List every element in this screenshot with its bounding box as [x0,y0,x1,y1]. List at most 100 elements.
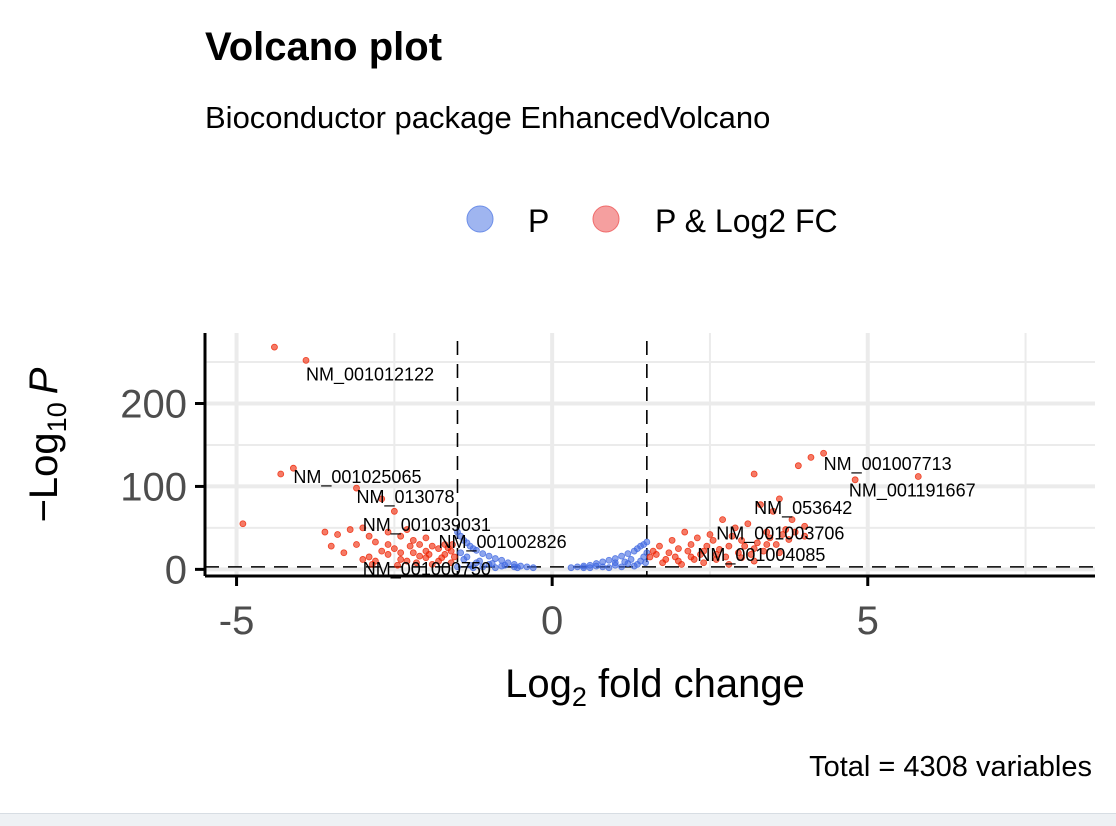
point-label: NM_001004085 [697,545,825,566]
point-p-and-log2fc [741,542,749,550]
point-p-and-log2fc [753,539,761,547]
point-p-and-log2fc [703,542,711,550]
point-p-and-log2fc [671,553,679,561]
point-p-and-log2fc [365,553,373,561]
point-p-and-log2fc [725,542,733,550]
point-p-and-log2fc [422,534,430,542]
point-p-and-log2fc [403,557,411,565]
point-p-and-log2fc [690,556,698,563]
point-p-and-log2fc [709,536,717,544]
point-p-and-log2fc [277,470,285,478]
point-label: NM_001007713 [824,454,952,475]
point-p-and-log2fc [675,545,682,553]
point-p-and-log2fc [772,541,780,548]
point-p-and-log2fc [678,560,685,568]
x-tick-label: -5 [219,599,255,643]
point-p [454,563,461,571]
point-p-and-log2fc [851,476,859,484]
point-p-and-log2fc [763,528,771,536]
x-tick-label: 0 [541,599,563,643]
point-p-and-log2fc [397,556,405,563]
point-p-and-log2fc [757,501,764,509]
point-p-and-log2fc [409,536,417,544]
point-p [523,563,531,571]
point-p-and-log2fc [340,549,348,557]
point-p [605,556,613,564]
legend-label-p-and-log2fc: P & Log2 FC [655,203,838,239]
point-p-and-log2fc [425,551,433,558]
point-p-and-log2fc [239,520,247,528]
legend-label-p: P [528,203,549,239]
grid [205,333,1095,576]
point-p-and-log2fc [428,542,436,550]
point-p-and-log2fc [712,556,720,563]
point-p [624,550,632,558]
point-p [469,564,477,572]
point-p-and-log2fc [416,541,424,548]
point-p-and-log2fc [359,556,367,563]
y-axis-label-minus: − [22,499,66,522]
point-p-and-log2fc [438,554,446,562]
point-p-and-log2fc [353,541,360,548]
point-p [599,563,607,571]
point-p [618,552,625,560]
point-p-and-log2fc [750,557,758,565]
point-p-and-log2fc [271,343,278,351]
point-p-and-log2fc [719,516,726,524]
point-p-and-log2fc [687,541,695,548]
point-label: NM_001002826 [439,532,567,553]
point-p-and-log2fc [435,545,442,553]
point-p-and-log2fc [428,560,436,568]
y-ticks: 0 100 200 [120,382,205,592]
point-p-and-log2fc [820,449,827,457]
point-p-and-log2fc [731,524,739,532]
x-tick-label: 5 [857,599,879,643]
point-p-and-log2fc [725,560,733,568]
point-p [643,538,651,546]
point-label: NM_053642 [754,498,852,519]
point-p [473,546,480,554]
point-p-and-log2fc [782,526,790,533]
point-p-and-log2fc [384,551,392,558]
point-p-and-log2fc [747,551,755,558]
point-p-and-log2fc [659,559,667,567]
point-p-and-log2fc [372,538,379,546]
x-axis-label-sub: 2 [572,682,587,712]
point-p-and-log2fc [321,528,329,536]
point-p-and-log2fc [447,559,455,567]
point-p-and-log2fc [794,462,802,470]
point-label: NM_001191667 [849,480,976,501]
point-p-and-log2fc [738,536,745,544]
point-p-and-log2fc [646,553,654,561]
chart-subtitle: Bioconductor package EnhancedVolcano [205,100,770,135]
point-p-and-log2fc [384,541,392,548]
point-p [479,563,487,571]
y-axis-label-p: P [22,367,66,394]
point-p [574,563,581,571]
point-p-and-log2fc [668,536,676,544]
point-p-and-log2fc [302,356,310,364]
point-p-and-log2fc [779,531,786,538]
point-p [529,564,537,572]
point-p-and-log2fc [365,532,373,540]
point-p-and-log2fc [914,473,922,480]
point-p-and-log2fc [327,542,335,550]
point-p [514,564,521,572]
chart-title: Volcano plot [205,25,442,69]
point-p-and-log2fc [693,534,701,542]
point-p-and-log2fc [449,541,456,548]
point-p-and-log2fc [697,551,704,558]
point-p-and-log2fc [734,549,742,557]
point-p [586,564,594,572]
point-label: NM_001003706 [716,524,844,545]
point-p-and-log2fc [684,547,692,555]
x-axis-label: Log2 fold change [505,662,805,712]
point-p [605,564,613,572]
point-p [592,562,600,570]
window-bottom-bar [0,813,1116,826]
point-p-and-log2fc [801,522,809,530]
point-p [567,564,575,572]
point-label: NM_001039031 [363,515,491,536]
point-p-and-log2fc [728,532,736,540]
